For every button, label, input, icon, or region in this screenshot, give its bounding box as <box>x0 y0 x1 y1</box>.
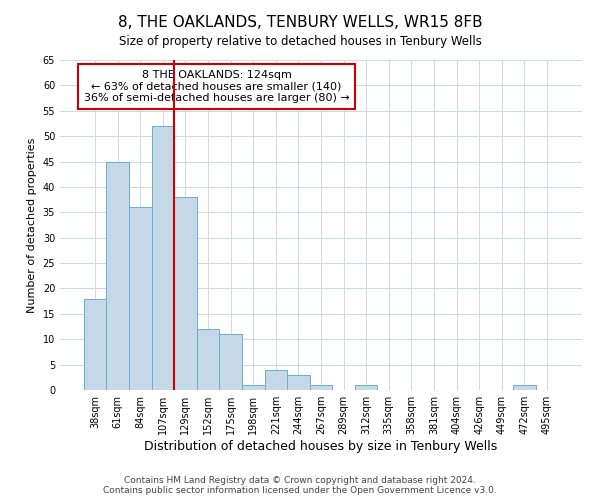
Bar <box>129 207 152 390</box>
Bar <box>152 126 174 390</box>
Bar <box>355 385 377 390</box>
Bar <box>310 385 332 390</box>
Bar <box>174 197 197 390</box>
X-axis label: Distribution of detached houses by size in Tenbury Wells: Distribution of detached houses by size … <box>145 440 497 453</box>
Bar <box>220 334 242 390</box>
Text: Contains HM Land Registry data © Crown copyright and database right 2024.
Contai: Contains HM Land Registry data © Crown c… <box>103 476 497 495</box>
Bar <box>287 375 310 390</box>
Bar <box>197 329 220 390</box>
Bar <box>242 385 265 390</box>
Text: 8 THE OAKLANDS: 124sqm
← 63% of detached houses are smaller (140)
36% of semi-de: 8 THE OAKLANDS: 124sqm ← 63% of detached… <box>84 70 349 103</box>
Y-axis label: Number of detached properties: Number of detached properties <box>27 138 37 312</box>
Text: 8, THE OAKLANDS, TENBURY WELLS, WR15 8FB: 8, THE OAKLANDS, TENBURY WELLS, WR15 8FB <box>118 15 482 30</box>
Bar <box>106 162 129 390</box>
Text: Size of property relative to detached houses in Tenbury Wells: Size of property relative to detached ho… <box>119 35 481 48</box>
Bar <box>265 370 287 390</box>
Bar <box>513 385 536 390</box>
Bar <box>84 298 106 390</box>
